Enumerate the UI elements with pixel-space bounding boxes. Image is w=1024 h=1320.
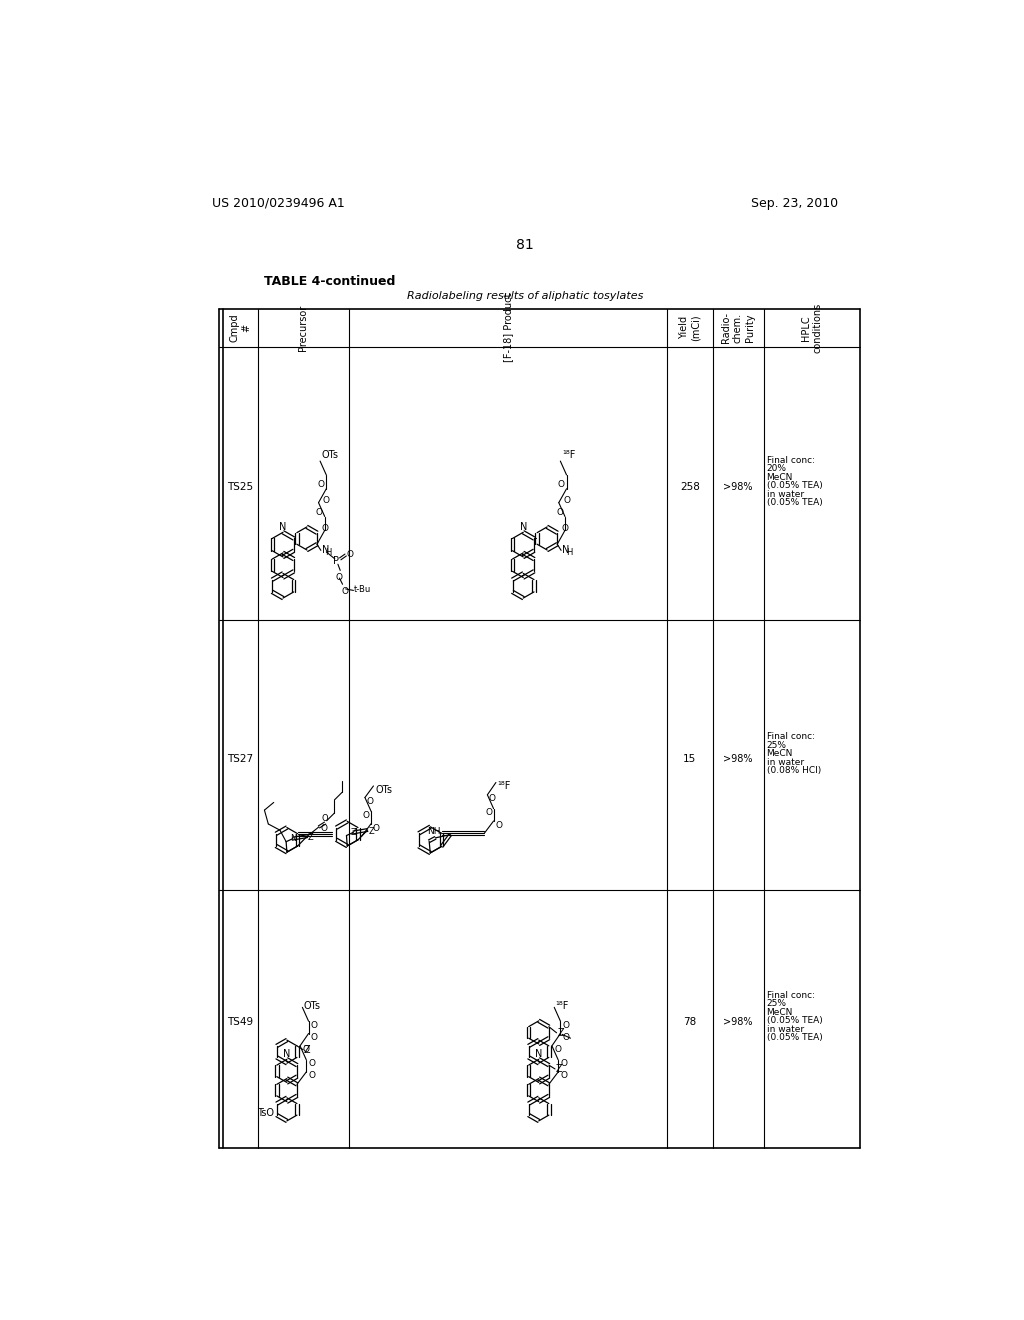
Text: O: O [311,1032,317,1041]
Text: O: O [302,1045,309,1055]
Text: O: O [558,480,564,490]
Text: t-Bu: t-Bu [353,585,371,594]
Text: Sep. 23, 2010: Sep. 23, 2010 [751,197,838,210]
Text: N: N [290,834,296,843]
Text: O: O [561,524,568,532]
Text: (0.05% TEA): (0.05% TEA) [767,498,822,507]
Text: Z: Z [556,1064,562,1074]
Text: O: O [373,824,380,833]
Text: O: O [488,795,496,803]
Text: (0.05% TEA): (0.05% TEA) [767,1016,822,1026]
Text: TS49: TS49 [227,1018,253,1027]
Text: MeCN: MeCN [767,473,793,482]
Text: MeCN: MeCN [767,1008,793,1016]
Text: O: O [563,1020,569,1030]
Text: US 2010/0239496 A1: US 2010/0239496 A1 [212,197,344,210]
Text: HPLC
conditions: HPLC conditions [801,302,822,352]
Text: O: O [554,1045,561,1055]
Text: N: N [519,521,527,532]
Text: (0.05% TEA): (0.05% TEA) [767,1034,822,1043]
Text: 81: 81 [516,239,534,252]
Text: O: O [560,1072,567,1080]
Text: Cmpd
#: Cmpd # [229,313,251,342]
Text: Z: Z [350,828,356,837]
Text: O: O [317,480,325,490]
Text: >98%: >98% [723,754,753,764]
Text: TS25: TS25 [227,482,253,492]
Text: TABLE 4-continued: TABLE 4-continued [263,276,395,289]
Text: in water: in water [767,1024,804,1034]
Text: O: O [346,549,353,558]
Text: O: O [311,1020,317,1030]
Text: O: O [556,508,563,517]
Text: O: O [336,573,343,582]
Text: H: H [326,548,332,557]
Text: P: P [334,556,339,566]
Text: Z: Z [557,1028,564,1038]
Text: N: N [536,1048,543,1059]
Text: N: N [280,521,287,532]
Text: O: O [496,821,502,830]
Text: (0.08% HCl): (0.08% HCl) [767,766,821,775]
Text: Precursor: Precursor [298,305,308,351]
Text: [F-18] Product: [F-18] Product [503,293,513,363]
Text: O: O [323,496,330,504]
Text: ¹⁸F: ¹⁸F [556,1001,569,1011]
Text: Z: Z [304,1044,310,1055]
Text: O: O [342,587,349,597]
Text: Yield
(mCi): Yield (mCi) [679,314,700,341]
Text: O: O [321,824,328,833]
Text: in water: in water [767,490,804,499]
Text: 25%: 25% [767,999,786,1008]
Text: Z: Z [308,833,313,842]
Text: N: N [322,545,329,556]
Text: O: O [485,808,493,817]
Text: O: O [362,810,370,820]
Text: O: O [563,496,570,504]
Text: Radio-
chem.
Purity: Radio- chem. Purity [721,313,755,343]
Text: 20%: 20% [767,465,786,473]
Text: ¹⁸F: ¹⁸F [562,450,575,459]
Text: Radiolabeling results of aliphatic tosylates: Radiolabeling results of aliphatic tosyl… [407,290,643,301]
Text: TsO: TsO [257,1109,273,1118]
Text: H: H [565,548,572,557]
Text: O: O [367,797,374,805]
Text: ¹⁸F: ¹⁸F [498,781,511,791]
Text: OTs: OTs [375,785,392,795]
Text: in water: in water [767,758,804,767]
Text: O: O [563,1032,569,1041]
Text: TS27: TS27 [227,754,253,764]
Text: NH: NH [427,828,440,837]
Text: MeCN: MeCN [767,750,793,758]
Text: (0.05% TEA): (0.05% TEA) [767,482,822,490]
Text: O: O [560,1059,567,1068]
Text: Z: Z [369,828,374,836]
Text: O: O [315,508,323,517]
Text: Final conc:: Final conc: [767,991,815,999]
Text: 258: 258 [680,482,699,492]
Text: 15: 15 [683,754,696,764]
Text: Final conc:: Final conc: [767,455,815,465]
Text: >98%: >98% [723,1018,753,1027]
Text: O: O [322,524,329,532]
Text: OTs: OTs [304,1001,321,1011]
Text: OTs: OTs [322,450,339,459]
Text: >98%: >98% [723,482,753,492]
Text: 25%: 25% [767,741,786,750]
Text: O: O [322,814,329,824]
Text: 78: 78 [683,1018,696,1027]
Text: O: O [308,1072,315,1080]
Text: N: N [284,1048,291,1059]
Text: Final conc:: Final conc: [767,733,815,741]
Text: O: O [308,1059,315,1068]
Text: N: N [562,545,569,556]
